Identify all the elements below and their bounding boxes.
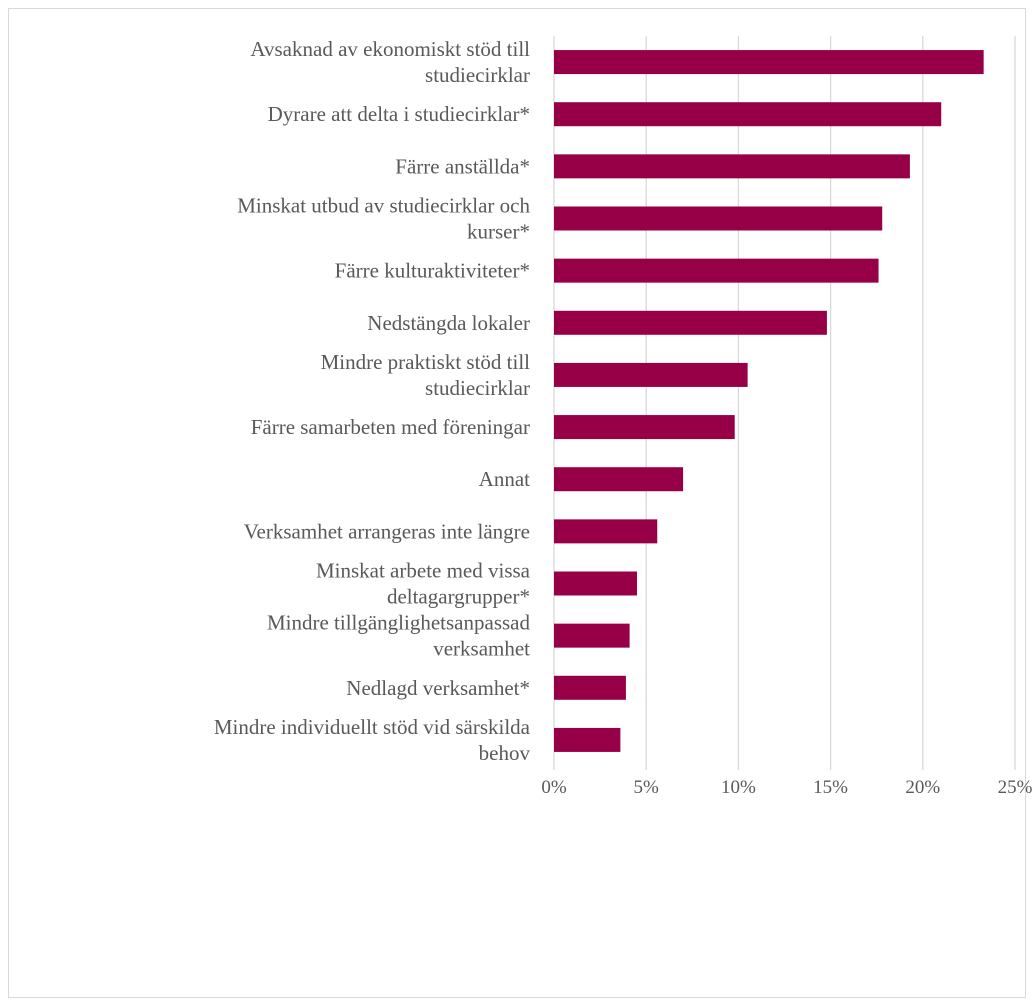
x-tick-label: 5% bbox=[634, 777, 660, 798]
category-label-line: Minskat utbud av studiecirklar och bbox=[237, 194, 530, 218]
bar bbox=[554, 675, 626, 700]
category-label: Minskat arbete med vissa deltagargrupper* bbox=[316, 559, 531, 609]
bar bbox=[554, 258, 879, 283]
category-label: Mindre individuellt stöd vid särskilda be… bbox=[214, 715, 531, 765]
bar bbox=[554, 571, 637, 596]
category-label: Dyrare att delta i studiecirklar* bbox=[268, 102, 530, 126]
category-label-line: studiecirklar bbox=[425, 63, 530, 87]
bar bbox=[554, 727, 621, 752]
category-label: Avsaknad av ekonomiskt stöd till studieci… bbox=[250, 37, 530, 87]
bar bbox=[554, 362, 748, 387]
category-label: Färre kulturaktiviteter* bbox=[335, 259, 530, 283]
category-label: Minskat utbud av studiecirklar och kurser… bbox=[237, 194, 530, 244]
category-label: Färre samarbeten med föreningar bbox=[251, 415, 530, 439]
category-label-line: behov bbox=[479, 741, 531, 765]
category-label: Mindre praktiskt stöd till studiecirklar bbox=[321, 350, 531, 400]
x-tick-label: 0% bbox=[541, 777, 567, 798]
bar bbox=[554, 415, 735, 440]
category-label-line: Annat bbox=[479, 467, 530, 491]
bar bbox=[554, 467, 684, 492]
category-label-line: Nedlagd verksamhet* bbox=[346, 676, 530, 700]
category-label-line: Minskat arbete med vissa bbox=[316, 559, 531, 583]
category-label: Färre anställda* bbox=[395, 154, 530, 178]
bar bbox=[554, 519, 658, 544]
category-label: Nedlagd verksamhet* bbox=[346, 676, 530, 700]
category-label-line: Nedstängda lokaler bbox=[367, 311, 530, 335]
x-tick-label: 20% bbox=[905, 777, 940, 798]
category-label-line: Avsaknad av ekonomiskt stöd till bbox=[250, 37, 530, 61]
x-tick-label: 15% bbox=[813, 777, 848, 798]
bar bbox=[554, 206, 883, 231]
x-tick-label: 25% bbox=[998, 777, 1033, 798]
bar bbox=[554, 310, 827, 335]
category-label-line: Dyrare att delta i studiecirklar* bbox=[268, 102, 530, 126]
category-label: Verksamhet arrangeras inte längre bbox=[244, 519, 530, 543]
category-label-line: Mindre individuellt stöd vid särskilda bbox=[214, 715, 531, 739]
bar bbox=[554, 154, 910, 179]
bar bbox=[554, 102, 942, 127]
bar bbox=[554, 623, 630, 648]
category-label-line: Färre kulturaktiviteter* bbox=[335, 259, 530, 283]
category-label-line: verksamhet bbox=[433, 637, 530, 661]
x-tick-label: 10% bbox=[721, 777, 756, 798]
bar bbox=[554, 50, 984, 75]
category-label-line: Färre samarbeten med föreningar bbox=[251, 415, 530, 439]
category-label: Mindre tillgänglighetsanpassad verksamhet bbox=[267, 611, 531, 661]
category-label-line: Verksamhet arrangeras inte längre bbox=[244, 519, 530, 543]
category-label-line: kurser* bbox=[467, 220, 530, 244]
category-label: Nedstängda lokaler bbox=[367, 311, 530, 335]
category-label-line: deltagargrupper* bbox=[387, 585, 530, 609]
category-label-line: Mindre praktiskt stöd till bbox=[321, 350, 531, 374]
category-label-line: Färre anställda* bbox=[395, 154, 530, 178]
category-label: Annat bbox=[479, 467, 530, 491]
category-label-line: studiecirklar bbox=[425, 376, 530, 400]
category-label-line: Mindre tillgänglighetsanpassad bbox=[267, 611, 531, 635]
